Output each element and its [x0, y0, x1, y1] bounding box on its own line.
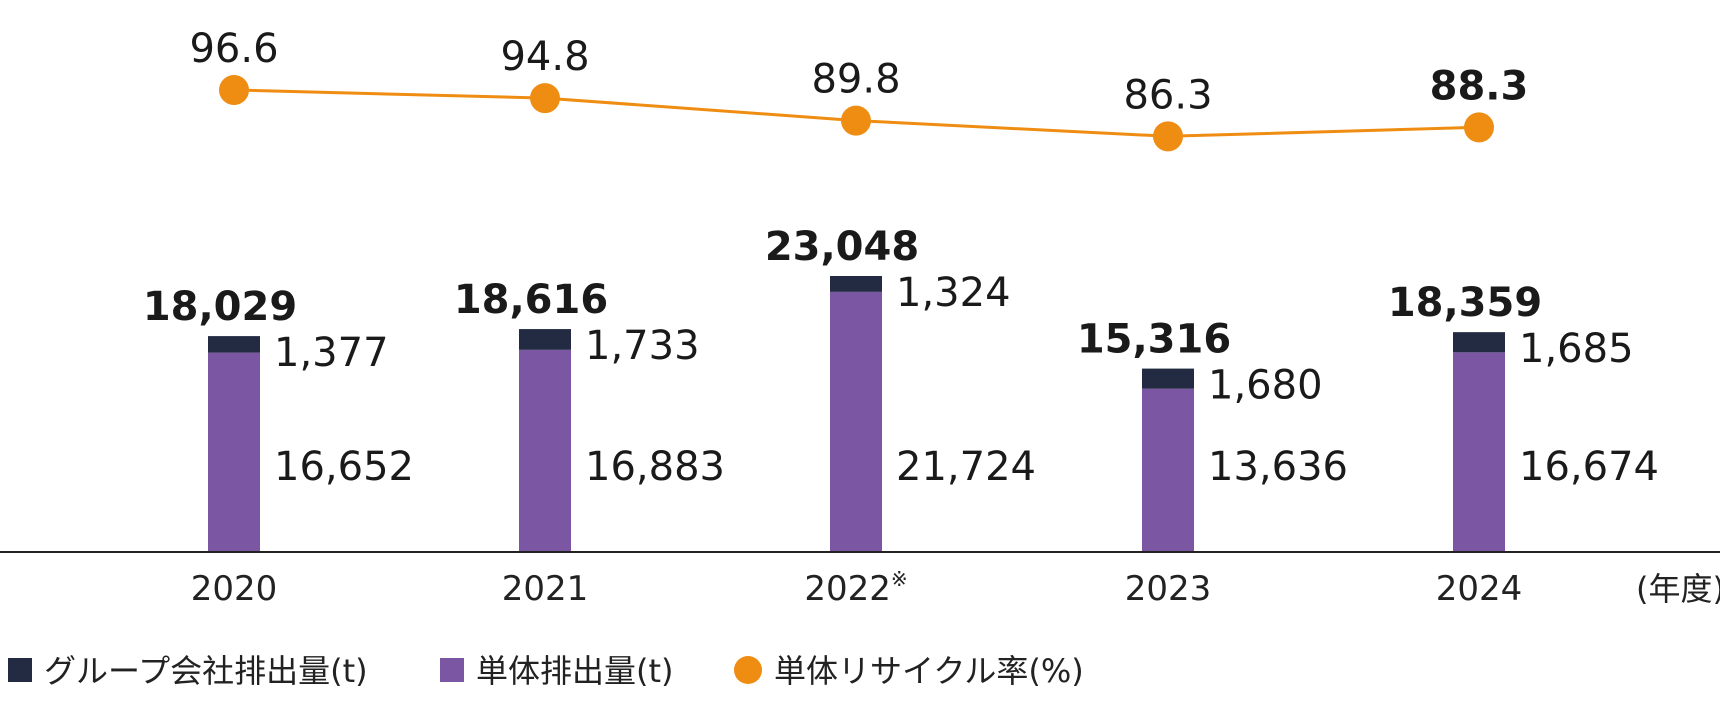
- rate-point-2022: [841, 105, 871, 136]
- single-value-label-2021: 16,883: [585, 444, 725, 490]
- legend-swatch-rate: [734, 656, 762, 684]
- total-label-2021: 18,616: [454, 277, 608, 323]
- bar-single-2022: [830, 291, 882, 552]
- x-axis-unit: (年度): [1636, 570, 1720, 608]
- total-label-2022: 23,048: [765, 224, 919, 270]
- single-value-label-2020: 16,652: [274, 444, 414, 490]
- rate-point-2024: [1464, 112, 1494, 143]
- x-tick-2021: 2021: [502, 569, 589, 609]
- single-value-label-2022: 21,724: [896, 444, 1036, 490]
- group-value-label-2022: 1,324: [896, 270, 1011, 316]
- group-value-label-2023: 1,680: [1208, 363, 1323, 409]
- recycling-rate-line: 96.6 94.8 89.8 86.3 88.3: [189, 26, 1529, 152]
- x-tick-2024: 2024: [1436, 569, 1523, 609]
- total-label-2023: 15,316: [1077, 317, 1231, 363]
- legend-label-rate: 単体リサイクル率(%): [774, 652, 1084, 690]
- rate-point-2020: [219, 75, 249, 105]
- total-label-2024: 18,359: [1388, 280, 1542, 326]
- bar-single-2021: [519, 349, 571, 552]
- rate-label-2024: 88.3: [1430, 63, 1529, 109]
- rate-point-2021: [530, 83, 560, 114]
- group-value-label-2024: 1,685: [1519, 326, 1634, 372]
- bar-single-2023: [1142, 388, 1194, 552]
- x-tick-2023: 2023: [1125, 569, 1212, 609]
- bar-group-2023: [1142, 368, 1194, 389]
- x-tick-2020: 2020: [191, 569, 278, 609]
- x-tick-2022: 2022※: [804, 567, 907, 609]
- bar-single-2024: [1453, 352, 1505, 552]
- bar-group-2020: [208, 336, 260, 353]
- rate-label-2020: 96.6: [189, 26, 278, 72]
- bar-group-2022: [830, 276, 882, 292]
- rate-label-2021: 94.8: [500, 34, 589, 80]
- bar-group-2024: [1453, 332, 1505, 353]
- group-value-label-2020: 1,377: [274, 330, 389, 376]
- group-value-label-2021: 1,733: [585, 323, 700, 369]
- bar-single-2020: [208, 352, 260, 552]
- bar-group-2021: [519, 329, 571, 350]
- rate-label-2023: 86.3: [1123, 72, 1212, 118]
- single-value-label-2023: 13,636: [1208, 444, 1348, 490]
- total-label-2020: 18,029: [143, 284, 297, 330]
- legend-label-single: 単体排出量(t): [476, 652, 674, 690]
- legend-label-group: グループ会社排出量(t): [44, 652, 368, 690]
- x-tick-labels: 2020 2021 2022※ 2023 2024: [191, 567, 1523, 609]
- legend-swatch-group: [8, 658, 32, 682]
- legend: グループ会社排出量(t) 単体排出量(t) 単体リサイクル率(%): [8, 652, 1084, 690]
- legend-swatch-single: [440, 658, 464, 682]
- rate-point-2023: [1153, 121, 1183, 152]
- x-tick-note-mark: ※: [891, 567, 908, 591]
- single-value-label-2024: 16,674: [1519, 444, 1659, 490]
- rate-label-2022: 89.8: [811, 57, 900, 103]
